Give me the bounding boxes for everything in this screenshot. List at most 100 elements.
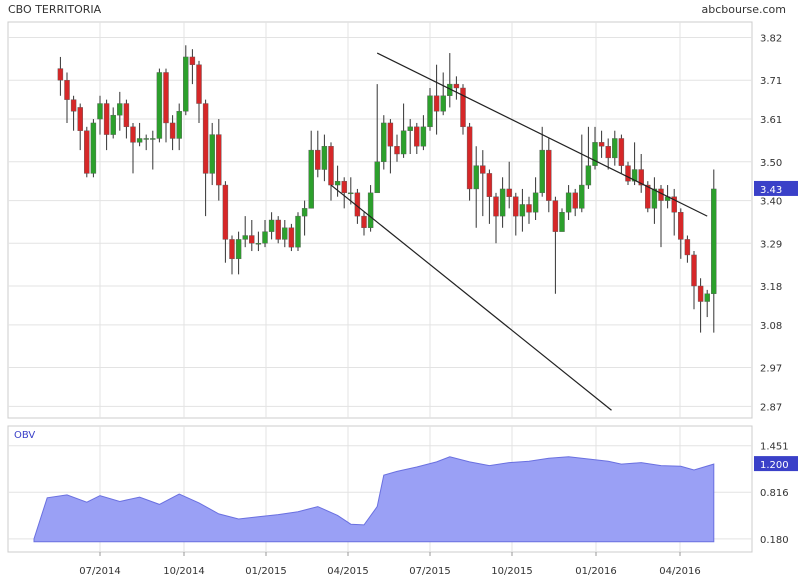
candle-body	[143, 138, 149, 140]
candle-body	[64, 80, 70, 100]
candle-body	[678, 212, 684, 240]
candle	[499, 177, 506, 228]
candle	[163, 68, 169, 143]
candle	[341, 177, 347, 209]
candle-body	[618, 138, 625, 166]
candle-body	[235, 239, 242, 260]
candle-body	[110, 114, 116, 135]
candle	[493, 192, 499, 244]
obv-last-value-box	[754, 456, 798, 472]
candle	[308, 130, 314, 209]
trendline-upper	[376, 52, 708, 217]
candle	[506, 161, 512, 209]
candle-body	[328, 146, 334, 186]
candle-body	[651, 188, 658, 209]
candle-body	[77, 107, 83, 131]
candle-body	[268, 219, 275, 232]
obv-y-tick-label: 0.816	[760, 488, 789, 499]
candle	[440, 72, 446, 116]
candle-body	[711, 188, 717, 294]
candle-body	[559, 212, 565, 232]
candle-body	[394, 146, 400, 155]
candle-body	[546, 149, 552, 201]
candle	[209, 122, 215, 186]
x-tick-label: 10/2015	[491, 566, 533, 577]
candle	[427, 88, 433, 131]
candle-body	[585, 165, 592, 186]
candle	[288, 223, 295, 252]
candle	[222, 181, 229, 263]
candle-body	[262, 231, 268, 244]
candle-body	[275, 219, 281, 240]
candle-body	[90, 122, 97, 174]
candle	[374, 84, 380, 194]
candle-body	[598, 142, 605, 147]
candle-body	[638, 169, 644, 186]
x-tick-label: 10/2014	[163, 566, 205, 577]
price-y-tick-label: 2.87	[760, 402, 782, 413]
candle	[84, 126, 90, 178]
price-y-tick-label: 3.71	[760, 76, 782, 87]
candle-body	[592, 142, 598, 166]
candle	[526, 196, 532, 224]
candle	[202, 99, 209, 217]
candle-body	[70, 99, 77, 112]
candle	[229, 235, 235, 275]
candle-body	[229, 239, 235, 260]
candle	[123, 99, 130, 139]
candle	[612, 130, 618, 166]
candle	[651, 177, 658, 224]
candle	[183, 45, 189, 116]
candle-body	[387, 122, 394, 147]
candle	[156, 68, 163, 143]
candle-body	[381, 122, 387, 162]
x-tick-label: 04/2015	[327, 566, 369, 577]
candle-body	[209, 134, 215, 174]
candle	[565, 185, 572, 220]
candle-body	[480, 165, 486, 174]
candle	[400, 103, 407, 158]
candle-body	[420, 126, 427, 147]
candle	[189, 49, 196, 85]
candle	[143, 134, 149, 151]
candle-body	[473, 165, 479, 190]
candle	[90, 119, 97, 178]
candle-body	[189, 56, 196, 65]
candle-body	[301, 208, 308, 217]
candle-body	[84, 130, 90, 174]
candle-body	[539, 149, 545, 194]
candle	[268, 212, 275, 240]
candle-body	[163, 72, 169, 124]
candle	[466, 122, 473, 201]
candle	[176, 103, 182, 151]
x-tick-label: 01/2015	[245, 566, 287, 577]
candle	[64, 72, 70, 123]
candle	[249, 220, 255, 252]
trendline-lower	[330, 184, 612, 411]
candle	[301, 200, 308, 236]
candle	[519, 188, 526, 232]
candle-body	[460, 87, 466, 128]
candle-body	[374, 161, 380, 194]
candle-body	[117, 103, 123, 116]
candle	[136, 122, 143, 147]
candle	[532, 177, 539, 220]
candle-body	[202, 103, 209, 174]
candle	[691, 251, 697, 310]
candle-body	[308, 149, 314, 209]
candle-body	[295, 215, 301, 248]
candle	[216, 119, 222, 201]
chart-title: CBO TERRITORIA	[8, 3, 102, 16]
candle-body	[414, 126, 420, 147]
candle	[684, 235, 691, 263]
candle-body	[216, 134, 222, 186]
candle	[539, 126, 545, 197]
obv-y-tick-label: 0.180	[760, 535, 789, 546]
candle-body	[123, 103, 130, 128]
candle	[711, 169, 717, 333]
candle-body	[400, 130, 407, 155]
candle	[546, 138, 552, 213]
candle	[103, 99, 110, 151]
